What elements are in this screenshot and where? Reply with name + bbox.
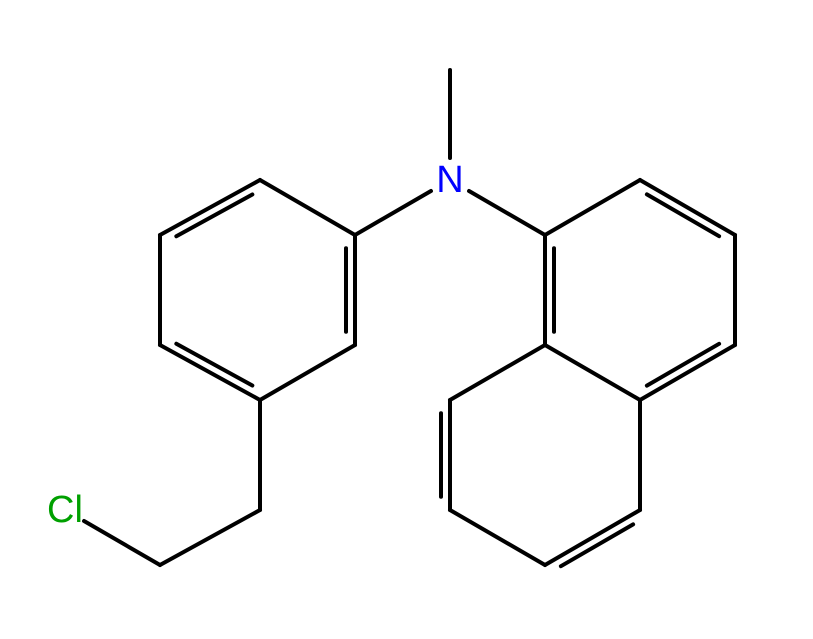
bond xyxy=(450,510,545,565)
bond xyxy=(176,344,252,386)
bond xyxy=(545,345,640,400)
bond xyxy=(450,345,545,400)
atom-label-n: N xyxy=(436,159,463,201)
bond xyxy=(260,180,355,235)
bond xyxy=(561,524,633,566)
bond xyxy=(647,194,719,236)
atom-label-cl: Cl xyxy=(47,489,83,531)
bond xyxy=(355,191,431,235)
bond xyxy=(640,345,735,400)
molecule-diagram: Cl N xyxy=(0,0,813,639)
bond xyxy=(545,510,640,565)
bond xyxy=(84,521,160,565)
bond xyxy=(176,194,252,236)
bond xyxy=(260,345,355,400)
bond xyxy=(640,180,735,235)
bond xyxy=(545,180,640,235)
bond xyxy=(469,191,545,235)
bond xyxy=(160,345,260,400)
bond xyxy=(647,344,719,386)
bond xyxy=(160,510,260,565)
bond xyxy=(160,180,260,235)
